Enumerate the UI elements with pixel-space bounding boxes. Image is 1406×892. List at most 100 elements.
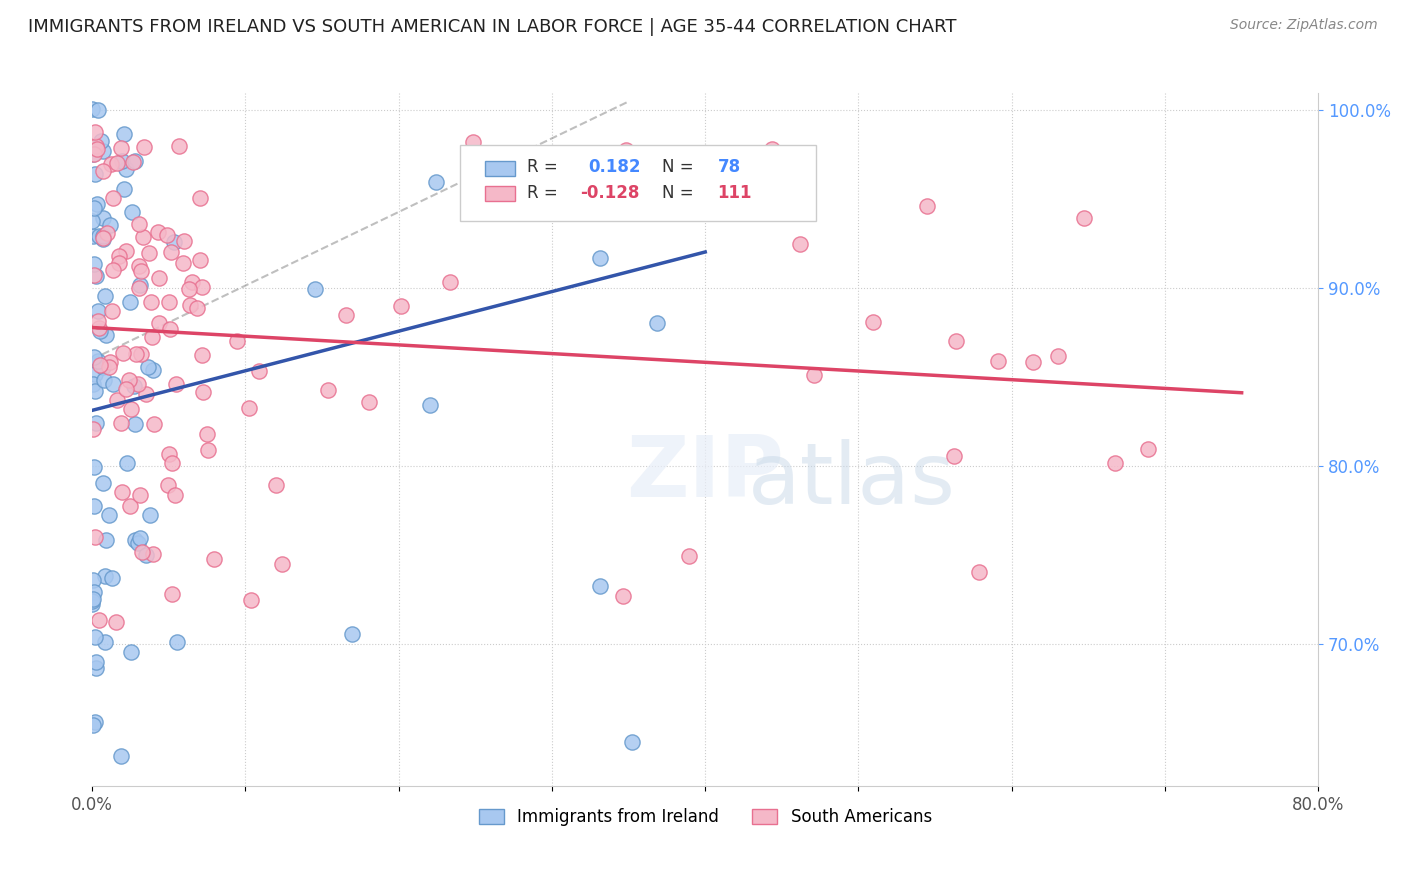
South Americans (98, 360, 121, 375)
South Americans (101, 191, 124, 205)
Immigrants from Ireland (589, 251, 612, 265)
Immigrants from Ireland (100, 571, 122, 585)
South Americans (93, 164, 115, 178)
South Americans (555, 202, 578, 216)
South Americans (98, 355, 121, 369)
South Americans (917, 199, 939, 213)
South Americans (612, 589, 634, 603)
Immigrants from Ireland (82, 717, 104, 731)
South Americans (138, 246, 160, 260)
Immigrants from Ireland (121, 205, 143, 219)
South Americans (389, 299, 412, 313)
South Americans (191, 348, 214, 362)
South Americans (84, 138, 107, 153)
Immigrants from Ireland (647, 316, 669, 330)
Immigrants from Ireland (82, 146, 104, 161)
South Americans (202, 551, 225, 566)
South Americans (173, 234, 195, 248)
Immigrants from Ireland (83, 201, 105, 215)
South Americans (131, 347, 153, 361)
Immigrants from Ireland (86, 197, 108, 211)
Text: Source: ZipAtlas.com: Source: ZipAtlas.com (1230, 18, 1378, 32)
South Americans (135, 386, 157, 401)
South Americans (111, 346, 134, 360)
South Americans (439, 275, 461, 289)
Immigrants from Ireland (82, 594, 104, 608)
South Americans (110, 141, 132, 155)
Immigrants from Ireland (89, 229, 111, 244)
South Americans (125, 347, 148, 361)
South Americans (558, 174, 581, 188)
Text: 0.182: 0.182 (589, 159, 641, 177)
South Americans (197, 427, 219, 442)
South Americans (131, 264, 153, 278)
South Americans (84, 530, 107, 544)
South Americans (105, 392, 128, 407)
South Americans (238, 401, 260, 415)
South Americans (108, 256, 131, 270)
South Americans (159, 322, 181, 336)
Immigrants from Ireland (138, 508, 160, 522)
Immigrants from Ireland (111, 154, 134, 169)
South Americans (803, 368, 825, 382)
Immigrants from Ireland (84, 368, 107, 382)
South Americans (945, 334, 967, 348)
Immigrants from Ireland (83, 168, 105, 182)
South Americans (82, 421, 104, 435)
Immigrants from Ireland (84, 269, 107, 284)
FancyBboxPatch shape (460, 145, 815, 221)
South Americans (83, 147, 105, 161)
Immigrants from Ireland (87, 303, 110, 318)
Immigrants from Ireland (84, 416, 107, 430)
South Americans (1104, 456, 1126, 470)
Immigrants from Ireland (87, 103, 110, 118)
South Americans (160, 587, 183, 601)
Immigrants from Ireland (93, 232, 115, 246)
South Americans (157, 478, 180, 492)
South Americans (761, 142, 783, 156)
South Americans (131, 545, 153, 559)
Immigrants from Ireland (124, 417, 146, 432)
Text: N =: N = (662, 184, 695, 202)
Immigrants from Ireland (166, 634, 188, 648)
Immigrants from Ireland (124, 533, 146, 547)
Immigrants from Ireland (90, 134, 112, 148)
South Americans (188, 252, 211, 267)
Text: R =: R = (527, 184, 558, 202)
Immigrants from Ireland (120, 645, 142, 659)
South Americans (271, 557, 294, 571)
South Americans (132, 230, 155, 244)
South Americans (83, 268, 105, 282)
South Americans (943, 449, 966, 463)
Immigrants from Ireland (91, 475, 114, 490)
South Americans (146, 225, 169, 239)
Immigrants from Ireland (129, 531, 152, 545)
South Americans (87, 314, 110, 328)
Text: N =: N = (662, 159, 695, 177)
South Americans (165, 377, 187, 392)
Immigrants from Ireland (110, 748, 132, 763)
South Americans (357, 394, 380, 409)
Immigrants from Ireland (83, 585, 105, 599)
South Americans (789, 237, 811, 252)
Immigrants from Ireland (91, 211, 114, 225)
South Americans (104, 615, 127, 629)
FancyBboxPatch shape (485, 161, 515, 176)
Immigrants from Ireland (98, 218, 121, 232)
Immigrants from Ireland (83, 459, 105, 474)
South Americans (142, 547, 165, 561)
Immigrants from Ireland (142, 362, 165, 376)
Text: -0.128: -0.128 (581, 184, 640, 202)
Immigrants from Ireland (93, 373, 115, 387)
South Americans (862, 315, 884, 329)
Immigrants from Ireland (620, 735, 643, 749)
Immigrants from Ireland (127, 536, 149, 550)
South Americans (87, 613, 110, 627)
Immigrants from Ireland (83, 714, 105, 729)
Immigrants from Ireland (163, 235, 186, 249)
South Americans (101, 304, 124, 318)
Immigrants from Ireland (112, 182, 135, 196)
Immigrants from Ireland (94, 533, 117, 547)
South Americans (225, 334, 247, 348)
Immigrants from Ireland (82, 214, 104, 228)
